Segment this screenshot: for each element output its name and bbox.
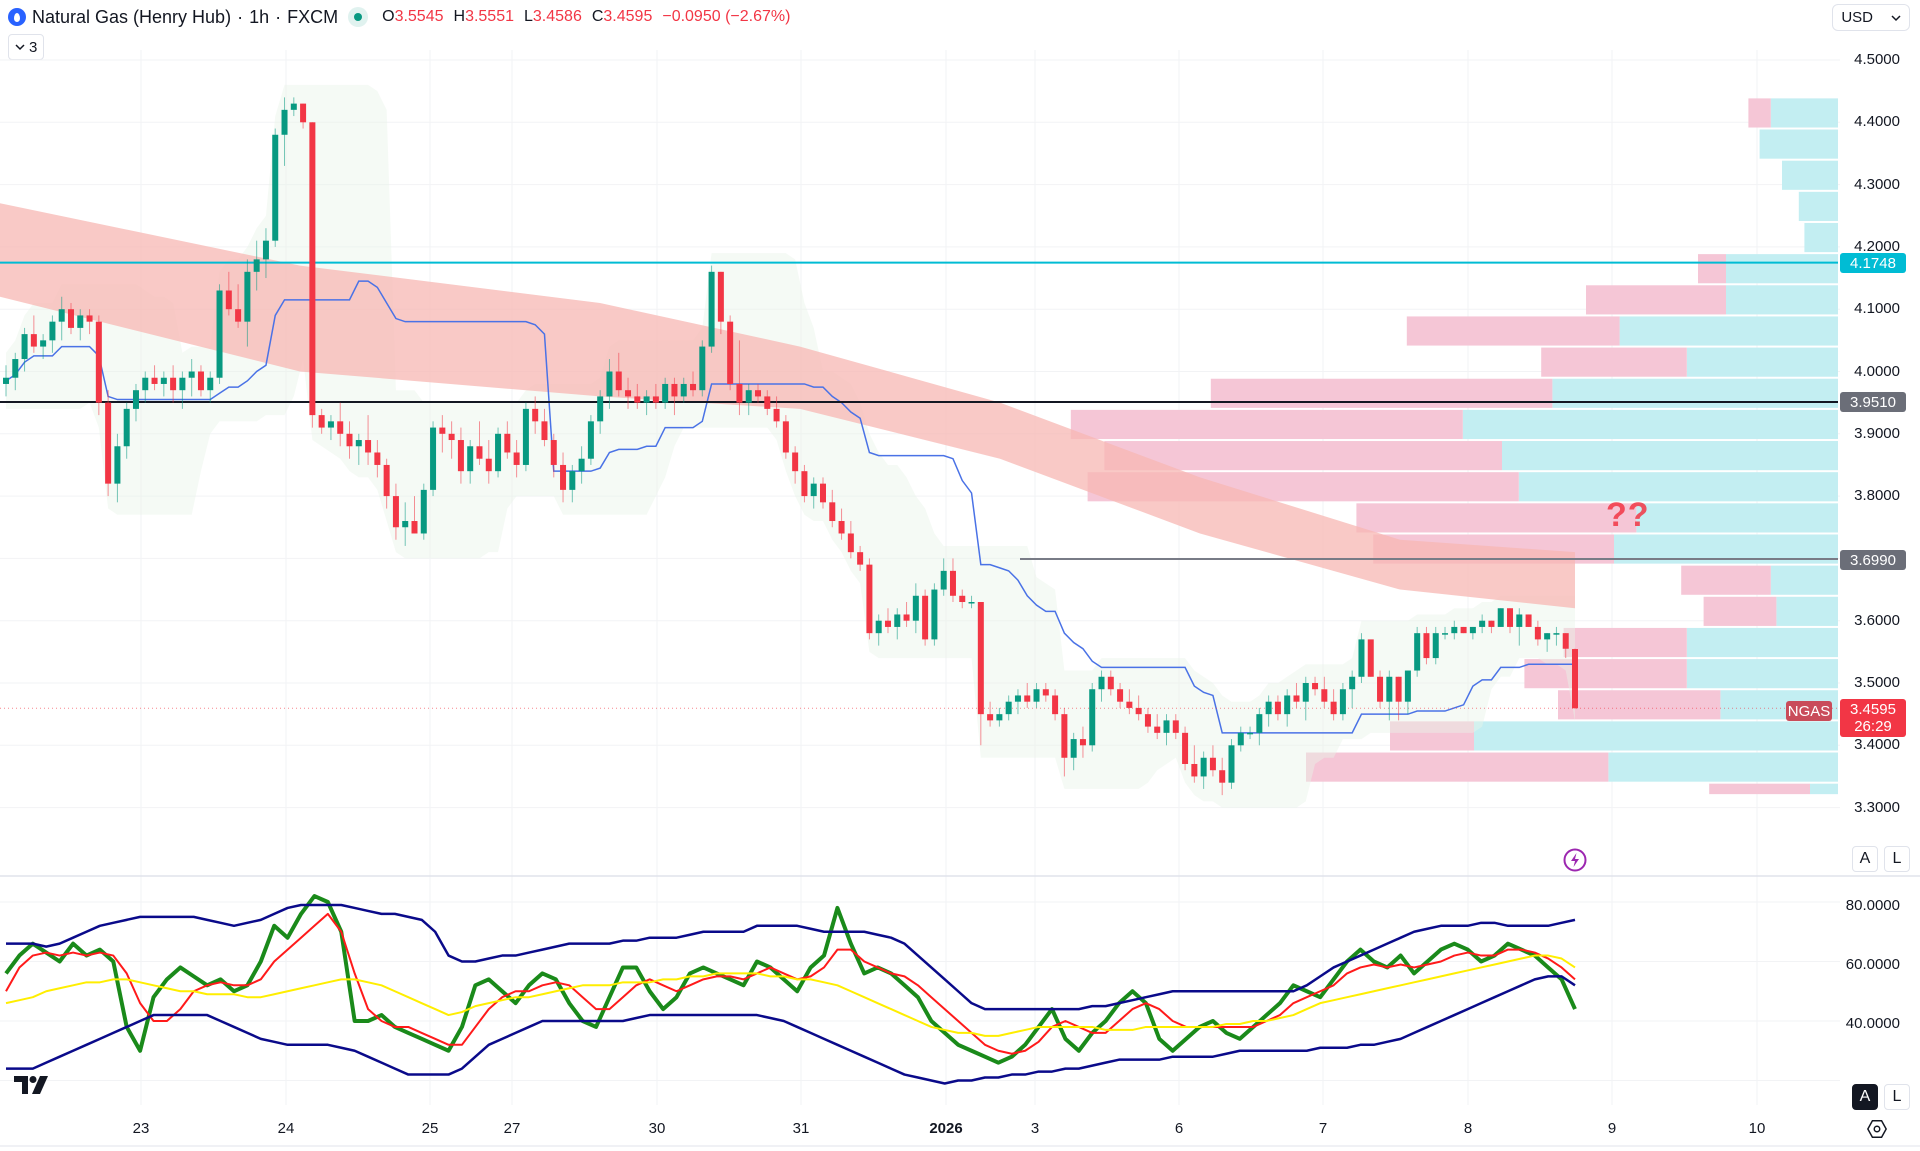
time-axis-label: 6: [1174, 1120, 1184, 1137]
tdi-oscillator: [4, 894, 1577, 1085]
cloud: [6, 84, 1575, 808]
price-axis-label: 4.5000: [1854, 51, 1900, 68]
osc-log-scale-button[interactable]: L: [1884, 1084, 1910, 1110]
osc-axis-label: 60.0000: [1845, 956, 1900, 973]
ema-band: [0, 203, 1575, 609]
time-axis-label: 9: [1607, 1120, 1617, 1137]
close-label: C: [591, 8, 604, 25]
currency-label: USD: [1841, 9, 1873, 26]
price-axis-label: 4.2000: [1854, 237, 1900, 255]
level-tag-4-1748: 4.1748: [1840, 253, 1906, 273]
price-scale-mode-toggles: A L: [1852, 846, 1910, 872]
time-axis-label: 8: [1463, 1120, 1473, 1137]
price-axis-label: 3.9000: [1854, 424, 1900, 442]
separator: ·: [237, 6, 244, 27]
price-axis-label: 4.3000: [1854, 175, 1900, 193]
level-tag-3-9510: 3.9510: [1840, 392, 1906, 412]
lightning-alert-icon[interactable]: [1563, 848, 1587, 872]
indicators-collapse-button[interactable]: 3: [8, 34, 45, 60]
interval[interactable]: 1h: [249, 6, 270, 27]
market-status-icon[interactable]: [348, 7, 369, 27]
time-axis-label: 25: [421, 1120, 439, 1137]
tradingview-logo-icon[interactable]: [14, 1076, 52, 1094]
low-label: L: [524, 8, 533, 25]
time-axis-label: 24: [277, 1120, 295, 1137]
time-axis-label: 10: [1748, 1120, 1766, 1137]
chevron-down-icon: [15, 44, 25, 51]
chart-legend-header: Natural Gas (Henry Hub) · 1h · FXCM O3.5…: [8, 4, 790, 30]
settings-icon[interactable]: [1866, 1118, 1888, 1140]
time-axis-label: 3: [1030, 1120, 1040, 1137]
price-axis-label: 3.5000: [1854, 674, 1900, 691]
price-axis-label: 3.8000: [1854, 487, 1900, 505]
time-axis-label: 7: [1318, 1120, 1328, 1137]
time-axis-label: 2026: [929, 1120, 963, 1137]
osc-scale-mode-toggles: A L: [1852, 1084, 1910, 1110]
log-scale-button[interactable]: L: [1884, 846, 1910, 872]
currency-select[interactable]: USD: [1832, 4, 1910, 31]
separator: ·: [275, 6, 282, 27]
symbol-name[interactable]: Natural Gas (Henry Hub): [32, 6, 232, 27]
question-annotation[interactable]: ??: [1606, 496, 1650, 534]
baseline-ma: [5, 280, 1575, 734]
price-axis-label: 3.6000: [1854, 611, 1900, 629]
price-axis-label: 4.1000: [1854, 300, 1900, 318]
last-price-value: 3.4595: [1850, 701, 1896, 718]
osc-axis-label: 40.0000: [1845, 1015, 1900, 1032]
high-value: 3.5551: [465, 8, 514, 25]
level-tag-3-6990: 3.6990: [1840, 550, 1906, 570]
symbol-tag: NGAS: [1786, 701, 1832, 721]
osc-axis-label: 80.0000: [1845, 897, 1900, 914]
last-price-tag: 3.4595 26:29: [1840, 699, 1906, 737]
ohlc-values: O3.5545 H3.5551 L3.4586 C3.4595 −0.0950 …: [382, 8, 790, 26]
symbol-logo-icon: [8, 8, 26, 26]
time-axis-label: 27: [503, 1120, 521, 1137]
price-axis-label: 3.3000: [1854, 798, 1900, 816]
candles: [3, 97, 1578, 796]
bar-countdown: 26:29: [1854, 718, 1892, 735]
indicator-count: 3: [29, 38, 38, 56]
price-axis-label: 4.4000: [1854, 113, 1900, 131]
open-label: O: [382, 8, 395, 25]
open-value: 3.5545: [394, 8, 444, 25]
auto-scale-button[interactable]: A: [1852, 846, 1878, 872]
exchange: FXCM: [287, 6, 339, 27]
low-value: 3.4586: [532, 8, 582, 25]
chevron-down-icon: [1891, 14, 1901, 21]
close-value: 3.4595: [603, 8, 653, 25]
high-label: H: [453, 8, 466, 25]
osc-auto-scale-button[interactable]: A: [1852, 1084, 1878, 1110]
change-value: −0.0950 (−2.67%): [662, 8, 791, 25]
time-axis-label: 23: [132, 1120, 150, 1137]
time-axis-label: 30: [648, 1120, 666, 1137]
price-axis-label: 4.0000: [1854, 362, 1900, 380]
time-axis-label: 31: [792, 1120, 810, 1137]
price-axis-label: 3.4000: [1854, 736, 1900, 754]
